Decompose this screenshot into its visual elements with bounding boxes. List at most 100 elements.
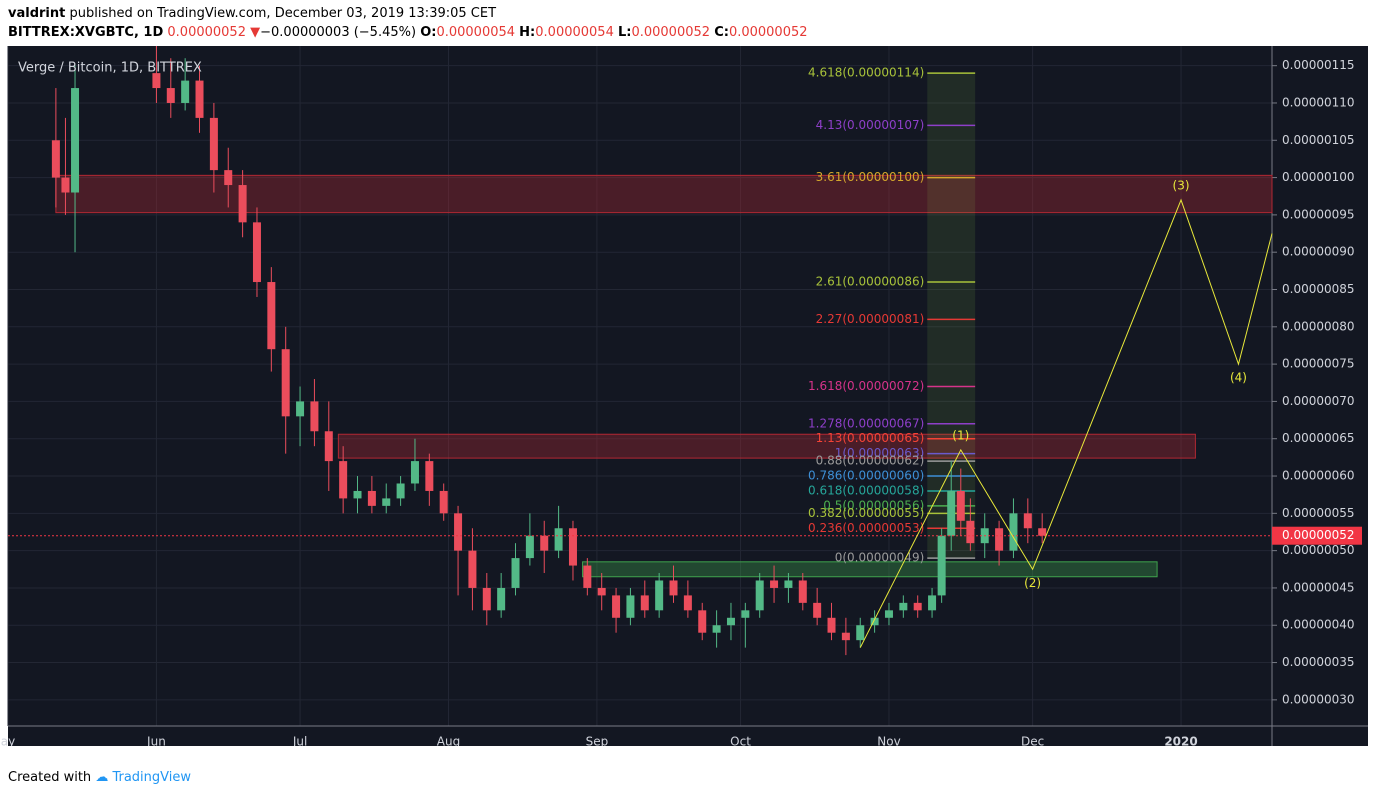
y-tick-label: 0.00000085 (1282, 282, 1355, 296)
candle-body (741, 610, 750, 618)
candle-body (726, 617, 735, 626)
candle-body (339, 461, 348, 499)
candle-body (296, 401, 305, 417)
chart-bg (8, 46, 1368, 746)
candle-body (439, 490, 448, 514)
fib-label: 1.278(0.00000067) (808, 416, 924, 430)
wave-label: (1) (952, 428, 969, 442)
chart: 0.00000030 0.00000035 0.00000040 0.00000045… (1, 46, 1368, 747)
candle-body (410, 461, 419, 484)
candle-body (856, 625, 865, 641)
fib-label: 0.786(0.00000060) (808, 469, 924, 483)
fib-label: 0.382(0.00000055) (808, 506, 924, 520)
y-tick-label: 0.00000065 (1282, 431, 1355, 445)
candle-body (540, 535, 549, 551)
arrow: ▼ (250, 25, 261, 40)
price: 0.00000052 (167, 25, 246, 40)
candle-body (1009, 513, 1018, 551)
y-tick-label: 0.00000115 (1282, 58, 1355, 72)
candle-body (899, 602, 908, 611)
candle-body (554, 528, 563, 551)
zone (337, 433, 1196, 459)
x-tick-label: Jul (292, 735, 307, 747)
y-tick-label: 0.00000080 (1282, 319, 1355, 333)
candle-body (209, 117, 218, 171)
last-price-box (1272, 526, 1362, 545)
candle-body (913, 602, 922, 611)
candle-body (995, 528, 1004, 551)
ohlc: O:0.00000054 H:0.00000054 L:0.00000052 C… (420, 25, 807, 40)
candle-body (482, 587, 491, 611)
candle-body (597, 587, 606, 596)
candle-body (712, 625, 721, 633)
publish-line: valdrint published on TradingView.com, D… (8, 6, 496, 21)
candle-body (267, 282, 276, 350)
candle-body (669, 580, 678, 596)
ohlc-label: O: (420, 25, 437, 40)
candle-body (612, 595, 621, 618)
y-tick-label: 0.00000045 (1282, 580, 1355, 594)
ohlc-value: 0.00000052 (728, 25, 808, 40)
y-tick-label: 0.00000075 (1282, 357, 1355, 371)
y-tick-label: 0.00000100 (1282, 170, 1355, 184)
candle-body (71, 88, 80, 193)
ohlc-value: 0.00000054 (535, 25, 614, 40)
footer: Created with ☁ TradingView (8, 770, 191, 785)
candle-body (310, 401, 319, 432)
x-tick-label: Dec (1021, 735, 1044, 747)
candle-body (1023, 513, 1032, 529)
fib-label: 0.5(0.00000056) (823, 498, 924, 512)
fib-label: 4.618(0.00000114) (808, 66, 924, 80)
candle-body (497, 587, 506, 611)
x-tick-label: Jun (146, 735, 166, 747)
candle-body (956, 490, 965, 521)
candle-body (454, 513, 463, 551)
candle-body (238, 185, 247, 223)
candle-body (928, 595, 937, 611)
symbol-line: BITTREX:XVGBTC, 1D 0.00000052 ▼−0.000000… (8, 25, 808, 40)
brand-text: TradingView (112, 770, 191, 785)
candle-body (841, 632, 850, 641)
ohlc-label: H: (519, 25, 536, 40)
change: −0.00000003 (−5.45%) (260, 25, 417, 40)
candle-body (61, 177, 70, 193)
candle-body (683, 595, 692, 611)
wave-label: (3) (1173, 178, 1190, 192)
candle-body (51, 140, 60, 178)
candle-body (525, 535, 534, 559)
fib-label: 4.13(0.00000107) (816, 118, 925, 132)
candle-body (511, 558, 520, 588)
candle-body (813, 602, 822, 618)
candle-body (770, 580, 779, 588)
zone (582, 561, 1158, 578)
fib-label: 0(0.00000049) (835, 551, 925, 565)
fib-label: 1.13(0.00000065) (816, 431, 925, 445)
candle-body (181, 80, 190, 103)
y-tick-label: 0.00000110 (1282, 95, 1355, 109)
candle-body (827, 617, 836, 633)
candle-body (937, 535, 946, 596)
candle-body (698, 610, 707, 633)
candle-body (626, 595, 635, 618)
fib-label: 2.61(0.00000086) (816, 275, 925, 289)
x-tick-label: Nov (877, 735, 900, 747)
fib-label: 0.88(0.00000062) (816, 454, 925, 468)
fib-label: 0.236(0.00000053) (808, 521, 924, 535)
last-price-label: 0.00000052 (1282, 528, 1355, 542)
wave-label: (4) (1230, 371, 1247, 385)
author: valdrint (8, 6, 66, 21)
candle-body (353, 490, 362, 499)
candle-body (324, 431, 333, 462)
candle-body (798, 580, 807, 603)
candle-body (947, 490, 956, 536)
x-tick-label: Oct (730, 735, 751, 747)
candle-body (281, 349, 290, 417)
candle-body (195, 80, 204, 118)
ohlc-label: C: (714, 25, 729, 40)
wave-label: (2) (1024, 576, 1041, 590)
x-tick-label: Sep (586, 735, 609, 747)
candle-body (870, 617, 879, 626)
candle-body (367, 490, 376, 506)
brand: ☁ TradingView (95, 770, 191, 785)
